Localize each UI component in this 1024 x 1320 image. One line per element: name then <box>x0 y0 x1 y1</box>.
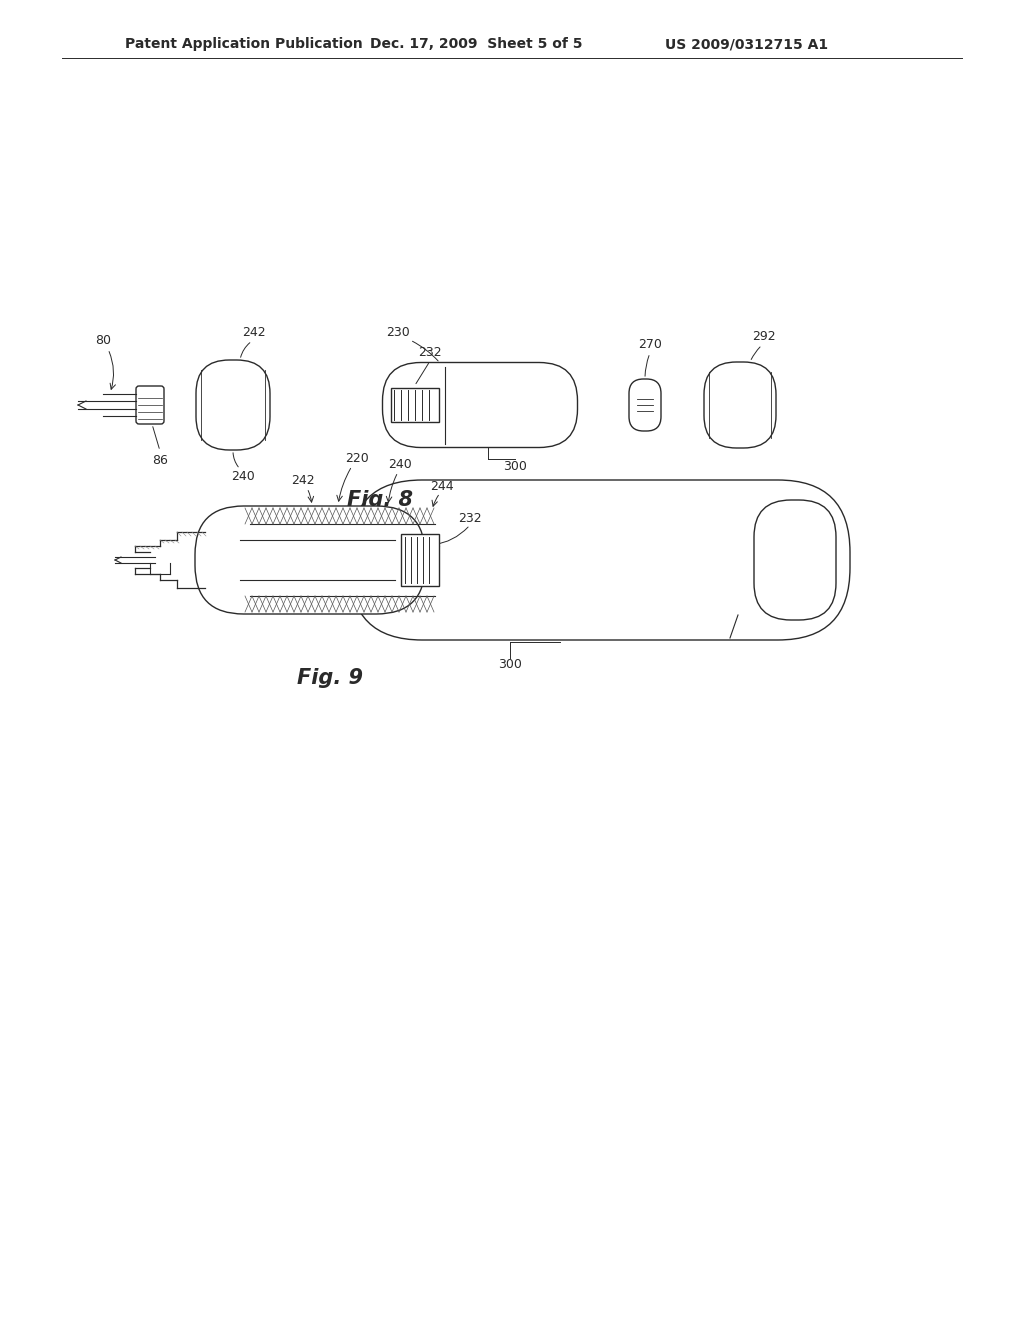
FancyBboxPatch shape <box>754 500 836 620</box>
Bar <box>390 388 438 422</box>
Text: Patent Application Publication: Patent Application Publication <box>125 37 362 51</box>
FancyBboxPatch shape <box>705 362 776 447</box>
Text: 230: 230 <box>386 326 410 339</box>
Text: 232: 232 <box>458 511 482 524</box>
Text: 242: 242 <box>243 326 266 339</box>
Text: 244: 244 <box>430 479 454 492</box>
FancyBboxPatch shape <box>195 506 425 614</box>
Text: 86: 86 <box>152 454 168 466</box>
Text: 232: 232 <box>418 346 441 359</box>
Text: Dec. 17, 2009  Sheet 5 of 5: Dec. 17, 2009 Sheet 5 of 5 <box>370 37 583 51</box>
Text: 240: 240 <box>388 458 412 470</box>
Text: 80: 80 <box>95 334 111 346</box>
Text: 242: 242 <box>291 474 314 487</box>
Text: 270: 270 <box>638 338 662 351</box>
Text: Fig. 8: Fig. 8 <box>347 490 413 510</box>
Text: Fig. 9: Fig. 9 <box>297 668 362 688</box>
Text: 292: 292 <box>753 330 776 343</box>
Text: US 2009/0312715 A1: US 2009/0312715 A1 <box>665 37 828 51</box>
FancyBboxPatch shape <box>350 480 850 640</box>
Text: 300: 300 <box>498 659 522 672</box>
FancyBboxPatch shape <box>196 360 270 450</box>
Text: 240: 240 <box>231 470 255 483</box>
FancyBboxPatch shape <box>629 379 662 432</box>
Text: 300: 300 <box>503 461 527 474</box>
Text: 220: 220 <box>345 451 369 465</box>
FancyBboxPatch shape <box>383 363 578 447</box>
FancyBboxPatch shape <box>136 385 164 424</box>
Bar <box>401 535 439 586</box>
